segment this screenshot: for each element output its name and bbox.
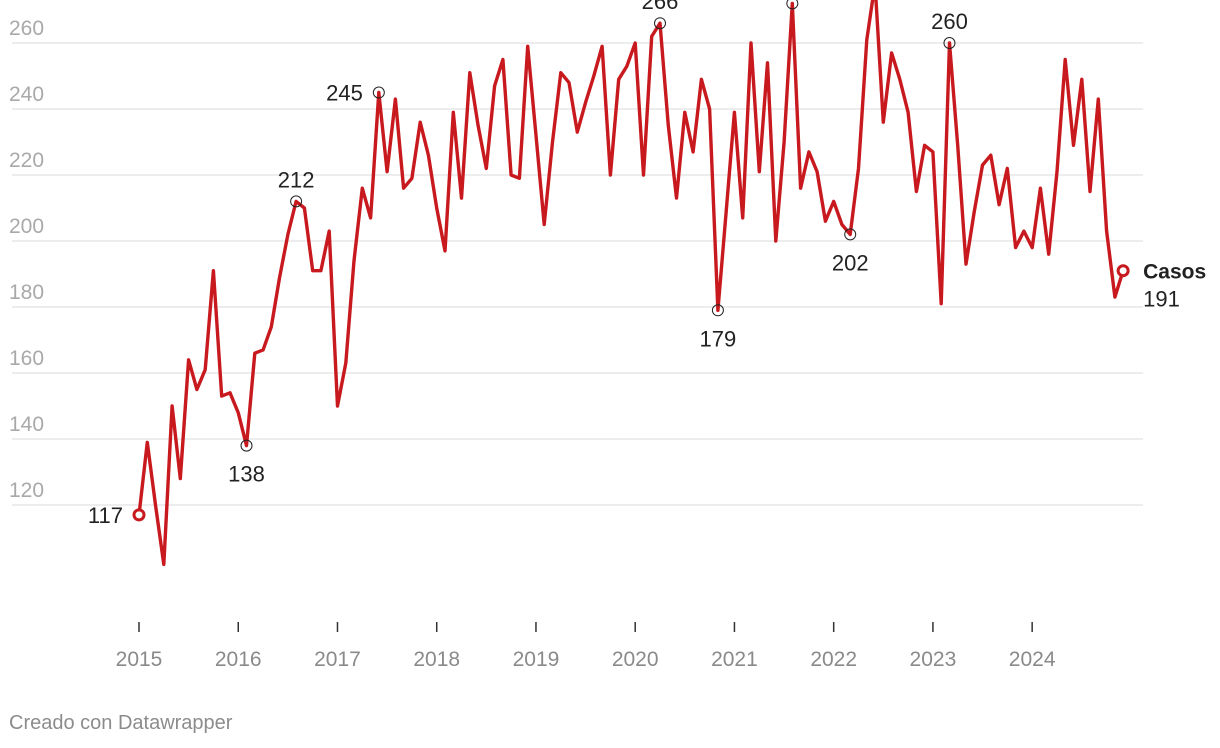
annotation-label: 138 xyxy=(228,462,265,487)
x-tick-label: 2016 xyxy=(215,648,262,671)
annotation-label: 117 xyxy=(88,503,123,528)
annotation-label: 260 xyxy=(931,9,968,34)
annotation-label: 179 xyxy=(700,326,737,351)
x-tick-label: 2024 xyxy=(1009,648,1056,671)
annotations: 117138212245266179272202260 xyxy=(88,0,968,528)
x-tick-label: 2020 xyxy=(612,648,659,671)
x-axis: 2015 2016 2017 2018 2019 2020 2021 2022 2023 2024 xyxy=(116,622,1056,671)
x-tick-label: 2018 xyxy=(413,648,460,671)
x-tick-label: 2015 xyxy=(116,648,163,671)
annotation-marker xyxy=(786,0,799,10)
series-last-value: 191 xyxy=(1143,287,1180,312)
annotation-label: 212 xyxy=(278,167,315,192)
y-tick-label: 160 xyxy=(9,347,44,370)
y-tick-label: 180 xyxy=(9,281,44,304)
series-end-label: Casos 191 xyxy=(1116,261,1206,312)
annotation-label: 245 xyxy=(326,81,363,106)
credit-footer: Creado con Datawrapper xyxy=(9,712,233,734)
end-point-marker xyxy=(1116,264,1130,278)
annotation-marker xyxy=(372,86,385,99)
annotation-label: 266 xyxy=(642,0,679,14)
x-tick-label: 2017 xyxy=(314,648,361,671)
annotation-marker xyxy=(654,17,667,30)
y-tick-label: 240 xyxy=(9,83,44,106)
x-tick-label: 2019 xyxy=(513,648,560,671)
annotation-label: 202 xyxy=(832,250,869,275)
y-axis: 120140160180200220240260280 xyxy=(9,17,44,502)
x-tick-label: 2023 xyxy=(910,648,957,671)
gridlines xyxy=(12,42,1143,506)
series-name-label: Casos xyxy=(1143,261,1206,284)
start-point-marker xyxy=(132,508,146,522)
y-tick-label: 200 xyxy=(9,215,44,238)
annotation-marker xyxy=(711,304,724,317)
y-tick-label: 260 xyxy=(9,17,44,40)
line-chart: 120140160180200220240260280 201520162017… xyxy=(9,0,1206,671)
y-tick-label: 140 xyxy=(9,413,44,436)
y-tick-label: 120 xyxy=(9,479,44,502)
x-tick-label: 2022 xyxy=(810,648,857,671)
series-layer xyxy=(137,0,1125,567)
series-line-casos xyxy=(137,0,1125,567)
annotation-marker xyxy=(240,439,253,452)
y-tick-label: 220 xyxy=(9,149,44,172)
annotation-marker xyxy=(844,228,857,241)
x-tick-label: 2021 xyxy=(711,648,758,671)
annotation-marker xyxy=(290,195,303,208)
annotation-marker xyxy=(943,37,956,49)
